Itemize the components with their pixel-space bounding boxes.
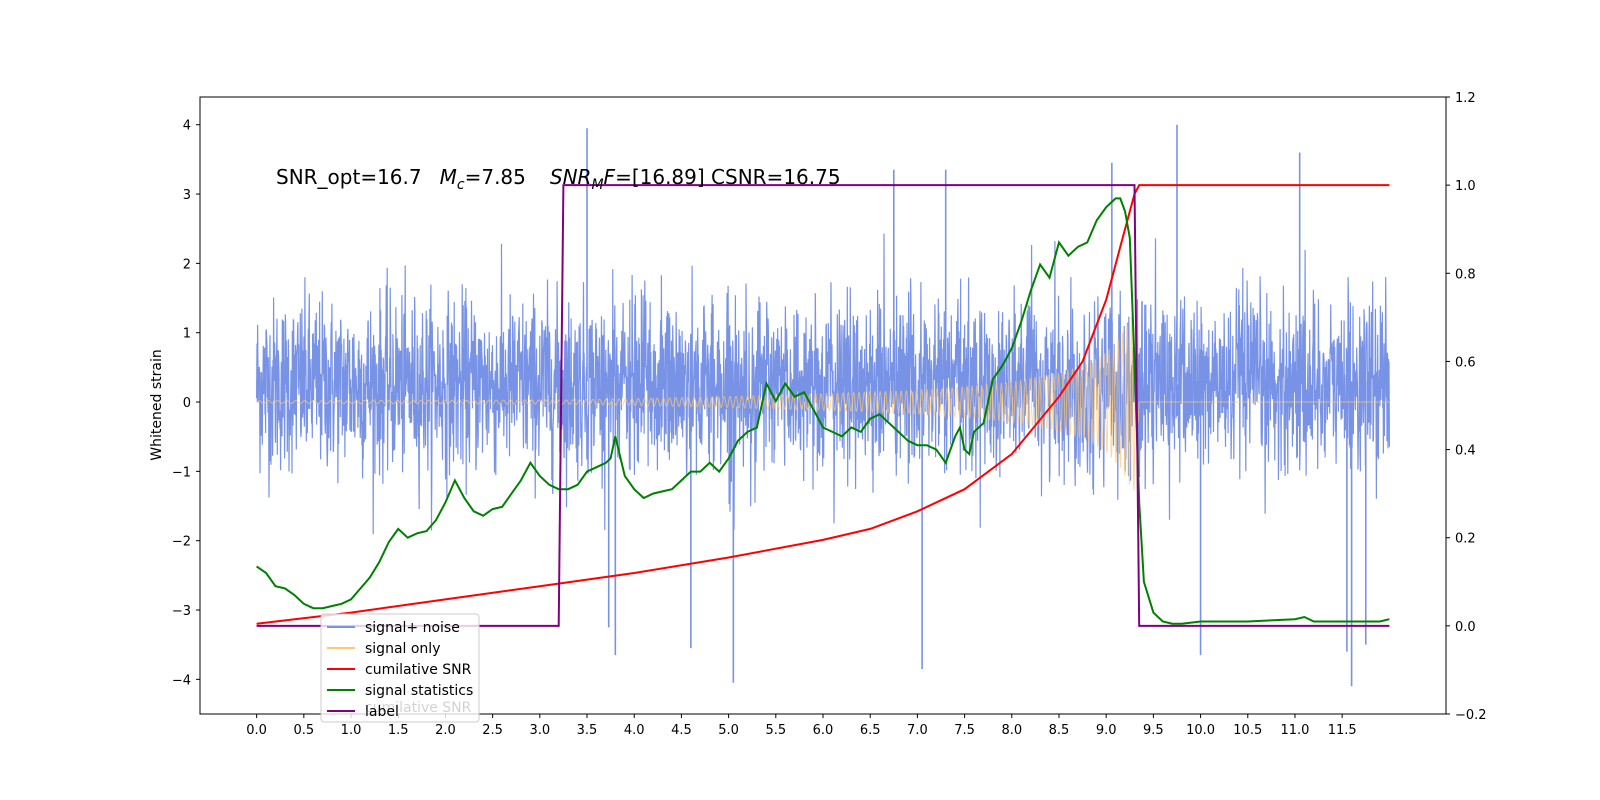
y2-tick-label: 1.2 bbox=[1455, 91, 1476, 106]
annotation-mc-symbol: M bbox=[440, 165, 457, 189]
annotation-snr-subscript: M bbox=[591, 177, 603, 193]
x-tick-label: 10.0 bbox=[1186, 723, 1215, 738]
y2-tick-label: 0.0 bbox=[1455, 620, 1476, 635]
y2-tick-label: 1.0 bbox=[1455, 179, 1476, 194]
annotation-snr-value: =[16.89] CSNR=16.75 bbox=[615, 165, 841, 189]
y2-tick-label: 0.2 bbox=[1455, 532, 1476, 547]
x-tick-label: 0.5 bbox=[293, 723, 314, 738]
x-tick-label: 4.5 bbox=[671, 723, 692, 738]
series-signal-statistics bbox=[256, 197, 1390, 625]
y-tick-label: 2 bbox=[183, 257, 191, 272]
y-axis-label: Whitened strain bbox=[149, 349, 165, 460]
y2-tick-label: 0.4 bbox=[1455, 444, 1476, 459]
y-tick-label: −3 bbox=[172, 604, 191, 619]
annotation-snr-symbol: SNR bbox=[550, 165, 592, 189]
x-tick-label: 5.0 bbox=[718, 723, 739, 738]
y-tick-label: −1 bbox=[172, 465, 191, 480]
x-tick-label: 1.0 bbox=[341, 723, 362, 738]
legend-overlap-text: cumilative SNR bbox=[365, 700, 472, 716]
y-tick-label: 1 bbox=[183, 327, 191, 342]
annotation-mc-subscript: c bbox=[457, 177, 465, 193]
x-tick-label: 11.0 bbox=[1280, 723, 1309, 738]
y-tick-label: 3 bbox=[183, 188, 191, 203]
x-tick-label: 2.5 bbox=[482, 723, 503, 738]
x-tick-label: 5.5 bbox=[765, 723, 786, 738]
y2-tick-label: 0.6 bbox=[1455, 355, 1476, 370]
x-tick-label: 6.5 bbox=[860, 723, 881, 738]
x-tick-label: 3.5 bbox=[577, 723, 598, 738]
x-tick-label: 3.0 bbox=[529, 723, 550, 738]
y-tick-label: −4 bbox=[172, 673, 191, 688]
x-tick-label: 7.5 bbox=[954, 723, 975, 738]
y2-tick-label: 0.8 bbox=[1455, 267, 1476, 282]
series-label bbox=[256, 184, 1390, 627]
x-tick-label: 7.0 bbox=[907, 723, 928, 738]
y-axis-left: −4 −3 −2 −1 0 1 2 3 4 bbox=[172, 119, 200, 688]
series-cumulative-snr bbox=[256, 184, 1390, 625]
legend: cumilative SNR signal+ noise signal only c… bbox=[320, 613, 480, 723]
legend-label: signal statistics bbox=[365, 683, 473, 699]
annotation-snr-opt: SNR_opt=16.7 bbox=[276, 165, 422, 189]
x-tick-label: 6.0 bbox=[813, 723, 834, 738]
legend-label: signal+ noise bbox=[365, 620, 460, 636]
y-tick-label: 0 bbox=[183, 396, 191, 411]
legend-label: signal only bbox=[365, 641, 440, 657]
x-tick-label: 0.0 bbox=[246, 723, 267, 738]
x-axis: 0.0 0.5 1.0 1.5 2.0 2.5 3.0 3.5 4.0 4.5 5.0 5.5 6.0 6… bbox=[246, 714, 1357, 738]
x-tick-label: 9.0 bbox=[1096, 723, 1117, 738]
x-tick-label: 11.5 bbox=[1328, 723, 1357, 738]
x-tick-label: 8.0 bbox=[1001, 723, 1022, 738]
series-layer bbox=[256, 124, 1390, 687]
x-tick-label: 1.5 bbox=[388, 723, 409, 738]
x-tick-label: 9.5 bbox=[1143, 723, 1164, 738]
y-axis-right: −0.2 0.0 0.2 0.4 0.6 0.8 1.0 1.2 bbox=[1446, 91, 1487, 723]
x-tick-label: 2.0 bbox=[435, 723, 456, 738]
series-signal-noise bbox=[256, 233, 1390, 535]
legend-box bbox=[320, 613, 480, 723]
annotation-snr-f: F bbox=[604, 165, 616, 189]
snr-annotation: SNR_opt=16.7 Mc=7.85 SNRMF=[16.89] CSNR=16… bbox=[276, 165, 841, 193]
legend-label: label bbox=[365, 704, 399, 720]
annotation-mc-value: =7.85 bbox=[465, 165, 526, 189]
y2-tick-label: −0.2 bbox=[1455, 708, 1487, 723]
x-tick-label: 10.5 bbox=[1233, 723, 1262, 738]
x-tick-label: 8.5 bbox=[1049, 723, 1070, 738]
x-tick-label: 4.0 bbox=[624, 723, 645, 738]
y-tick-label: 4 bbox=[183, 119, 191, 134]
legend-label: cumilative SNR bbox=[365, 662, 472, 678]
y-tick-label: −2 bbox=[172, 535, 191, 550]
series-signal-only bbox=[256, 316, 1390, 491]
